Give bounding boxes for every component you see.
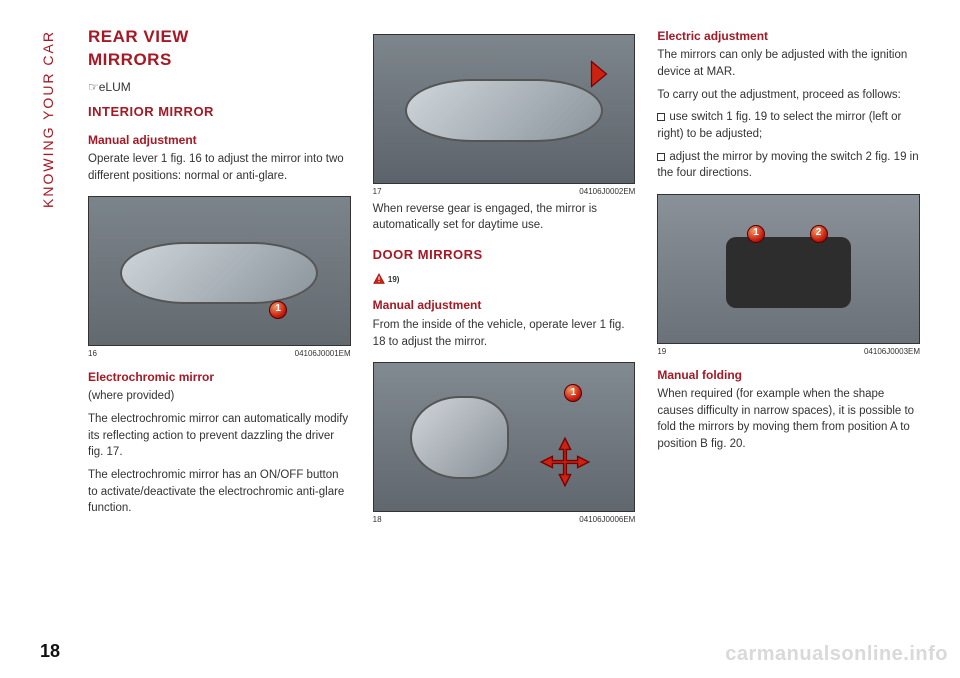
title-line-1: REAR VIEW [88, 28, 351, 47]
column-2: 17 04106J0002EM When reverse gear is eng… [373, 28, 636, 658]
warning-number: 19) [388, 275, 400, 284]
title-line-2: MIRRORS [88, 51, 351, 70]
figure-18-image: 1 [373, 362, 636, 512]
arrow-cross-icon [537, 434, 593, 490]
heading-door-mirrors: DOOR MIRRORS [373, 246, 636, 265]
figure-number: 19 [657, 346, 666, 358]
figure-19-caption: 19 04106J0003EM [657, 346, 920, 358]
paragraph: When required (for example when the shap… [657, 386, 920, 453]
paragraph: When reverse gear is engaged, the mirror… [373, 201, 636, 234]
figure-19-image: 1 2 [657, 194, 920, 344]
bullet-text: adjust the mirror by moving the switch 2… [657, 151, 918, 180]
figure-code: 04106J0003EM [864, 346, 920, 358]
watermark: carmanualsonline.info [725, 643, 948, 666]
figure-17-image [373, 34, 636, 184]
paragraph: adjust the mirror by moving the switch 2… [657, 149, 920, 182]
heading-manual-adjustment-door: Manual adjustment [373, 297, 636, 314]
column-3: Electric adjustment The mirrors can only… [657, 28, 920, 658]
figure-17-caption: 17 04106J0002EM [373, 186, 636, 198]
warning-row: 19) [373, 271, 636, 288]
figure-16: 1 16 04106J0001EM [88, 196, 351, 360]
elum-badge: ☞eLUM [88, 79, 351, 96]
paragraph: From the inside of the vehicle, operate … [373, 317, 636, 350]
manual-page: KNOWING YOUR CAR REAR VIEW MIRRORS ☞eLUM… [0, 0, 960, 678]
figure-18-caption: 18 04106J0006EM [373, 514, 636, 526]
heading-interior-mirror: INTERIOR MIRROR [88, 103, 351, 122]
paragraph: Operate lever 1 fig. 16 to adjust the mi… [88, 151, 351, 184]
column-1: REAR VIEW MIRRORS ☞eLUM INTERIOR MIRROR … [88, 28, 351, 658]
warning-icon [373, 273, 385, 284]
figure-number: 17 [373, 186, 382, 198]
bullet-text: use switch 1 fig. 19 to select the mirro… [657, 111, 901, 140]
figure-19: 1 2 19 04106J0003EM [657, 194, 920, 358]
arrow-icon [584, 59, 614, 89]
figure-code: 04106J0002EM [579, 186, 635, 198]
figure-16-caption: 16 04106J0001EM [88, 348, 351, 360]
paragraph: use switch 1 fig. 19 to select the mirro… [657, 109, 920, 142]
figure-18: 1 18 04106J0006EM [373, 362, 636, 526]
callout-1: 1 [564, 384, 582, 402]
heading-manual-folding: Manual folding [657, 367, 920, 384]
side-label: KNOWING YOUR CAR [40, 30, 56, 208]
paragraph: (where provided) [88, 388, 351, 405]
figure-number: 18 [373, 514, 382, 526]
page-number: 18 [40, 641, 60, 662]
paragraph: The mirrors can only be adjusted with th… [657, 47, 920, 80]
figure-code: 04106J0001EM [295, 348, 351, 360]
heading-electric-adjustment: Electric adjustment [657, 28, 920, 45]
callout-1: 1 [269, 301, 287, 319]
section-title: REAR VIEW MIRRORS [88, 28, 351, 79]
figure-16-image: 1 [88, 196, 351, 346]
figure-17: 17 04106J0002EM [373, 34, 636, 198]
figure-code: 04106J0006EM [579, 514, 635, 526]
paragraph: To carry out the adjustment, proceed as … [657, 87, 920, 104]
figure-number: 16 [88, 348, 97, 360]
callout-1: 1 [747, 225, 765, 243]
heading-electrochromic: Electrochromic mirror [88, 369, 351, 386]
paragraph: The electrochromic mirror can automatica… [88, 411, 351, 461]
heading-manual-adjustment: Manual adjustment [88, 132, 351, 149]
paragraph: The electrochromic mirror has an ON/OFF … [88, 467, 351, 517]
callout-2: 2 [810, 225, 828, 243]
